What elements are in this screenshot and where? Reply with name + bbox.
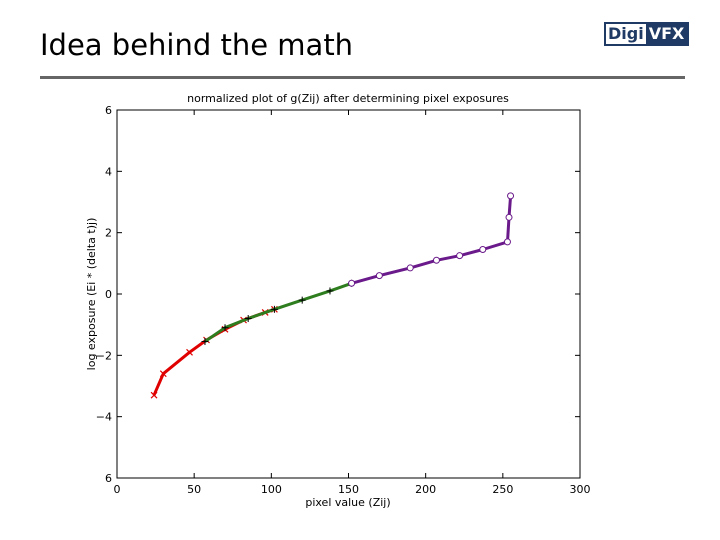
y-tick-label: −2 (96, 349, 112, 362)
data-point (270, 305, 278, 313)
data-point (221, 324, 229, 332)
title-divider (40, 76, 685, 79)
marker-circle (432, 256, 440, 264)
data-point (503, 238, 511, 246)
x-tick-label: 300 (570, 483, 591, 496)
chart-title: normalized plot of g(Zij) after determin… (187, 92, 509, 105)
x-axis-label: pixel value (Zij) (305, 496, 390, 509)
data-point (456, 252, 464, 260)
y-tick-label: 6 (105, 104, 112, 117)
y-tick-label: 2 (105, 227, 112, 240)
data-point (326, 287, 334, 295)
marker-stroke (186, 348, 193, 356)
x-tick-label: 50 (187, 483, 201, 496)
y-axis-label: log exposure (Ei * (delta t)j) (85, 218, 98, 371)
data-point (201, 338, 209, 346)
series-line-0 (152, 307, 275, 396)
marker-circle (375, 272, 383, 280)
x-tick-label: 200 (415, 483, 436, 496)
marker-circle (456, 252, 464, 260)
marker-stroke (150, 391, 158, 399)
data-point (348, 279, 356, 287)
data-point (159, 370, 167, 378)
plot-frame (116, 109, 581, 479)
y-tick-label: 4 (105, 165, 112, 178)
data-point (186, 348, 193, 356)
y-tick-label: 6 (105, 472, 112, 485)
y-tick-label: 0 (105, 288, 112, 301)
marker-circle (503, 238, 511, 246)
data-point (406, 264, 414, 272)
data-point (244, 315, 252, 323)
data-point (375, 272, 383, 280)
x-tick-label: 100 (261, 483, 282, 496)
data-point (150, 391, 158, 399)
marker-circle (406, 264, 414, 272)
slide-title: Idea behind the math (40, 28, 354, 62)
marker-stroke (159, 370, 167, 378)
marker-circle (507, 192, 515, 200)
digivfx-logo: Digi VFX (604, 22, 690, 46)
marker-circle (505, 213, 513, 221)
logo-text-vfx: VFX (645, 24, 688, 44)
series-line-2 (351, 195, 513, 285)
marker-circle (348, 279, 356, 287)
x-tick-label: 150 (338, 483, 359, 496)
logo-text-digi: Digi (606, 24, 646, 44)
data-point (507, 192, 515, 200)
data-point (298, 296, 306, 304)
marker-circle (479, 246, 487, 254)
data-point (505, 213, 513, 221)
data-point (432, 256, 440, 264)
data-point (479, 246, 487, 254)
y-tick-label: −4 (96, 411, 112, 424)
x-tick-label: 250 (492, 483, 513, 496)
x-tick-label: 0 (114, 483, 121, 496)
